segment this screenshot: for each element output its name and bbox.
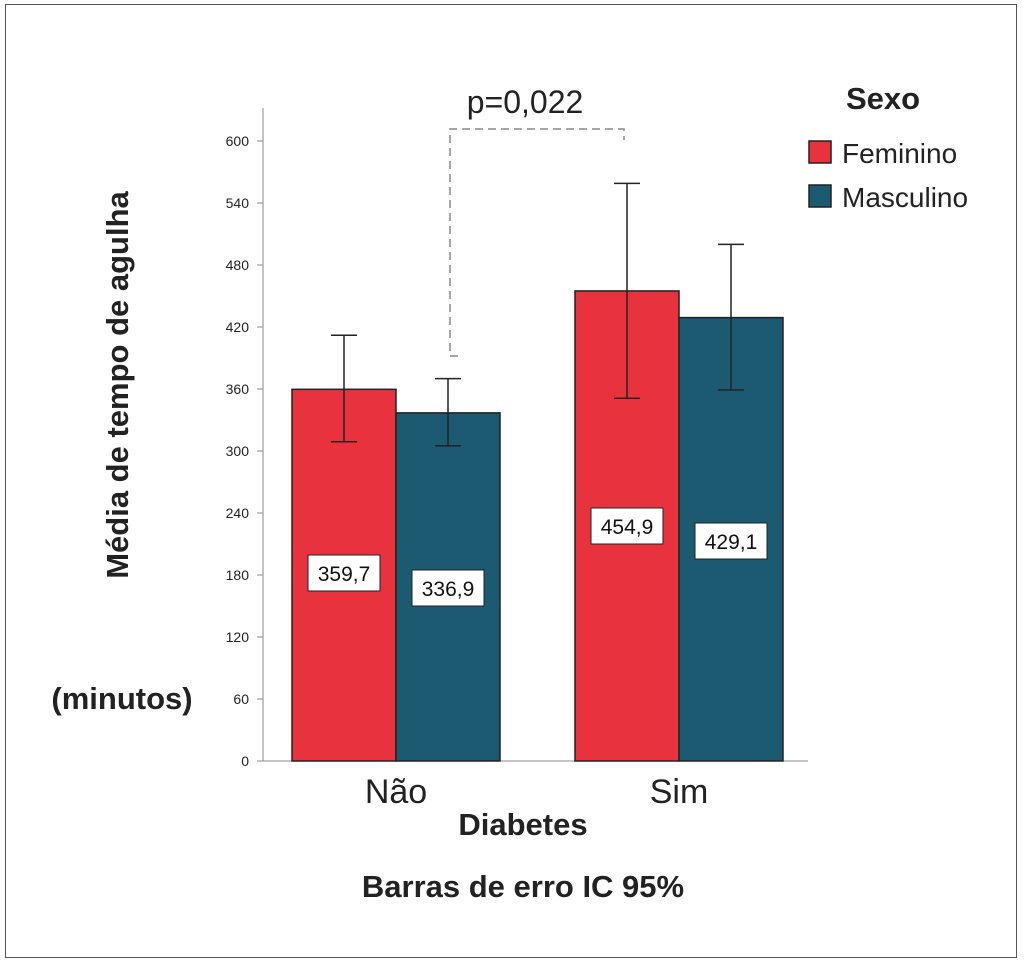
y-tick-label: 540 — [226, 195, 250, 211]
p-value-annotation: p=0,022 — [467, 84, 584, 120]
y-tick-label: 420 — [226, 319, 250, 335]
y-tick-label: 180 — [226, 567, 250, 583]
legend-label: Feminino — [842, 138, 957, 169]
y-tick-label: 300 — [226, 443, 250, 459]
data-label-box — [411, 569, 485, 607]
legend-title: Sexo — [846, 81, 920, 116]
legend-swatch — [808, 184, 832, 208]
data-label-box — [694, 522, 768, 560]
y-tick-label: 240 — [226, 505, 250, 521]
y-axis-title: Média de tempo de agulha — [100, 190, 135, 578]
data-label-box — [590, 507, 664, 545]
error-bar-note: Barras de erro IC 95% — [362, 869, 684, 904]
y-tick-label: 360 — [226, 381, 250, 397]
legend-label: Masculino — [842, 182, 968, 213]
data-label: 359,7 — [318, 563, 371, 586]
x-axis-title: Diabetes — [458, 807, 587, 842]
legend-swatch — [808, 140, 832, 164]
significance-bracket — [449, 128, 625, 357]
y-tick-label: 120 — [226, 629, 250, 645]
y-axis-unit: (minutos) — [51, 681, 192, 716]
data-label: 454,9 — [601, 516, 654, 539]
y-tick-label: 0 — [241, 753, 249, 769]
data-label: 336,9 — [422, 578, 475, 601]
x-tick-label: Sim — [650, 773, 709, 811]
y-tick-label: 480 — [226, 257, 250, 273]
y-tick-label: 600 — [226, 133, 250, 149]
data-label-box — [307, 554, 381, 592]
y-tick-label: 60 — [233, 691, 249, 707]
figure-frame — [5, 4, 1017, 958]
data-label: 429,1 — [705, 531, 758, 554]
x-tick-label: Não — [365, 773, 427, 811]
